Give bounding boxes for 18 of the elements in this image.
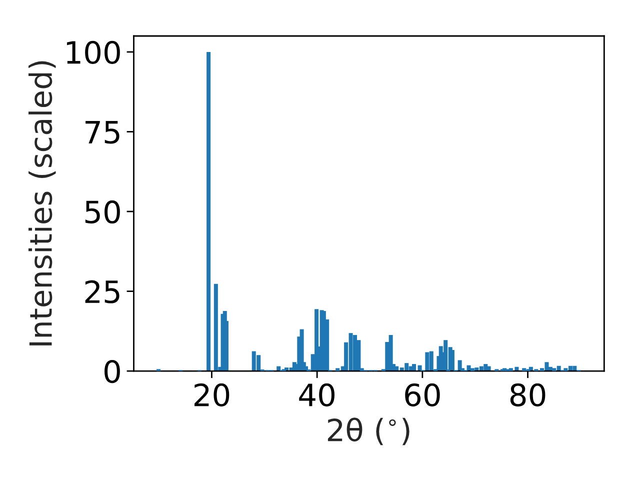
x-tick-label: 20	[194, 383, 230, 406]
bar	[470, 368, 474, 372]
y-tick-label: 50	[85, 200, 120, 224]
x-axis-title: 2θ ($^{∘}$)	[328, 418, 410, 446]
y-tick-label: 100	[66, 40, 120, 64]
bar	[522, 368, 526, 372]
bar	[450, 350, 454, 372]
x-tick-label: 60	[405, 383, 440, 406]
y-axis-title: Intensities (scaled)	[28, 61, 56, 346]
bar	[429, 351, 434, 372]
bar	[388, 334, 393, 372]
y-tick-label: 75	[86, 121, 120, 144]
y-tick-label: 0	[104, 360, 120, 384]
x-tick-label: 80	[510, 383, 546, 406]
y-tick-label: 25	[85, 280, 120, 304]
x-tick-label: 40	[299, 383, 334, 406]
bar	[206, 52, 211, 372]
bar	[214, 284, 218, 372]
